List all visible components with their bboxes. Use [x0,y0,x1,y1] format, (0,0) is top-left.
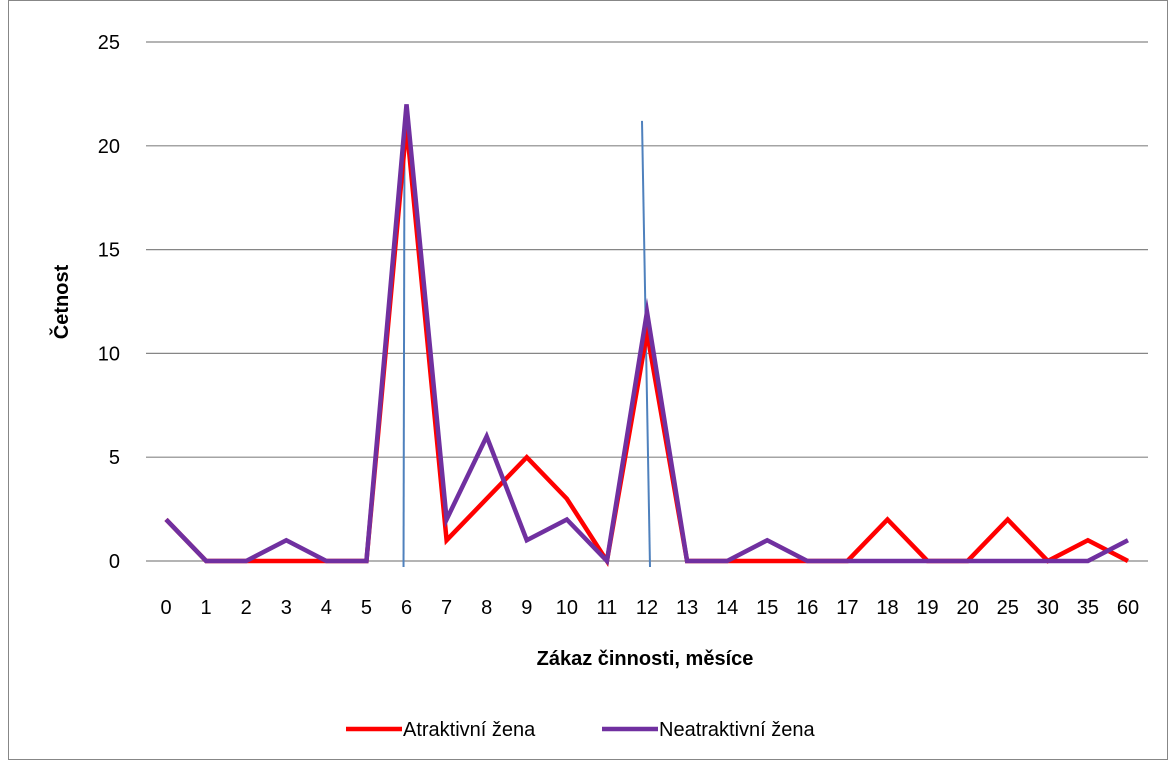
legend-label: Atraktivní žena [403,719,536,741]
x-tick-label: 0 [160,597,171,619]
x-tick-label: 7 [441,597,452,619]
x-tick-label: 25 [997,597,1019,619]
x-tick-label: 8 [481,597,492,619]
x-tick-label: 19 [916,597,938,619]
legend: Atraktivní žena Neatraktivní žena [346,719,816,741]
reference-line [402,118,406,568]
y-tick-label: 10 [98,343,120,365]
y-tick-label: 0 [109,551,120,573]
x-tick-label: 13 [676,597,698,619]
series-line-2 [164,104,1129,566]
x-tick-label: 5 [361,597,372,619]
x-tick-label: 2 [241,597,252,619]
x-tick-label: 16 [796,597,818,619]
x-tick-label: 12 [636,597,658,619]
y-tick-label: 5 [109,447,120,469]
y-axis-title: Četnost [49,264,73,339]
x-tick-label: 11 [597,597,618,619]
x-tick-label: 6 [401,597,412,619]
x-tick-label: 35 [1077,597,1099,619]
x-tick-label: 20 [957,597,979,619]
x-tick-labels: 0 1 2 3 4 5 6 7 8 9 10 11 12 13 14 15 16 17 18 19 20 25 30 35 60 [160,597,1139,619]
x-tick-label: 14 [716,597,738,619]
y-tick-label: 15 [98,240,120,262]
x-tick-label: 3 [281,597,292,619]
x-axis-title: Zákaz činnosti, měsíce [537,648,754,670]
x-tick-label: 30 [1037,597,1059,619]
series-lines [164,104,1129,568]
x-tick-label: 18 [876,597,898,619]
x-tick-label: 10 [556,597,578,619]
x-tick-label: 60 [1117,597,1139,619]
x-tick-label: 17 [836,597,858,619]
y-tick-label: 25 [98,32,120,54]
legend-label: Neatraktivní žena [659,719,816,741]
chart-border [8,0,1168,760]
y-tick-labels: 0 5 10 15 20 25 [98,32,120,573]
x-tick-label: 4 [321,597,332,619]
x-tick-label: 15 [756,597,778,619]
x-tick-label: 1 [201,597,212,619]
x-tick-label: 9 [521,597,532,619]
y-tick-label: 20 [98,136,120,158]
